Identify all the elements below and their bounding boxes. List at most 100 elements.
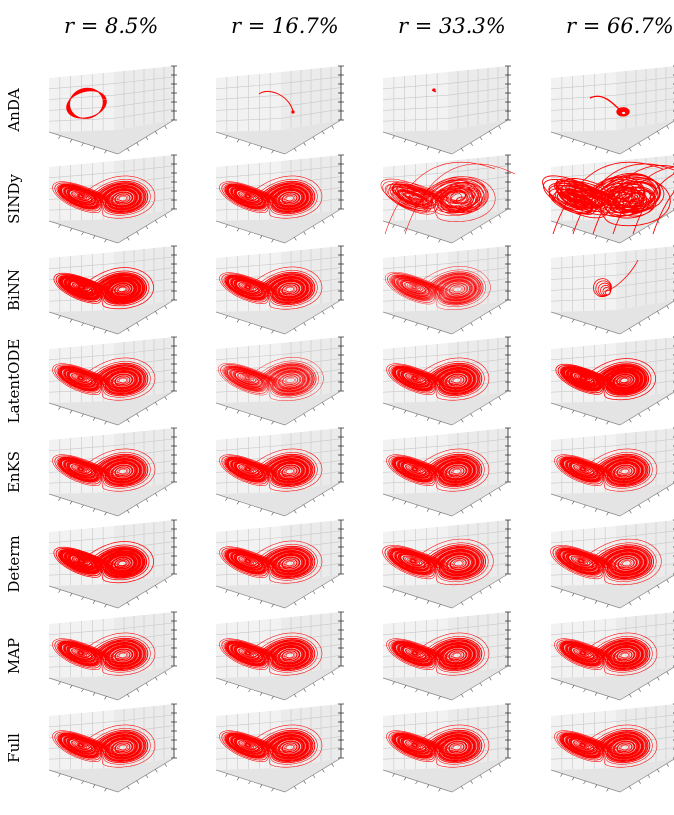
- tick: [479, 498, 483, 503]
- panel-latentode-0: [48, 336, 177, 426]
- tick: [392, 773, 395, 777]
- tick: [69, 777, 73, 781]
- tick: [392, 224, 395, 228]
- tick: [236, 139, 240, 143]
- tick: [164, 487, 167, 491]
- pane: [383, 574, 508, 608]
- panel-binn-0: [48, 245, 177, 335]
- tick: [438, 150, 441, 154]
- tick: [392, 406, 395, 410]
- tick: [271, 696, 274, 700]
- column-title: r = 8.5%: [64, 14, 158, 38]
- tick: [647, 774, 651, 779]
- trajectory: [550, 538, 662, 586]
- column-title: r = 33.3%: [398, 14, 506, 38]
- tick: [470, 322, 473, 326]
- panel-determ-0: [48, 519, 177, 609]
- tick: [415, 780, 418, 785]
- tick: [155, 220, 158, 224]
- tick: [583, 780, 586, 785]
- tick: [479, 316, 483, 321]
- pane: [383, 391, 508, 425]
- tick: [259, 784, 263, 788]
- pane: [49, 391, 174, 425]
- tick: [331, 396, 334, 400]
- panel-full-0: [48, 703, 177, 793]
- tick: [426, 784, 430, 788]
- tick: [303, 688, 306, 692]
- tick: [461, 328, 464, 332]
- tick: [392, 681, 395, 685]
- pane: [383, 300, 508, 334]
- gridline: [215, 347, 342, 361]
- tick: [136, 504, 139, 508]
- tick: [58, 135, 61, 139]
- tick: [426, 235, 430, 239]
- tick: [271, 239, 274, 243]
- tick: [571, 228, 575, 232]
- tick: [403, 685, 407, 689]
- panel-sindy-0: [48, 154, 177, 244]
- tick: [638, 596, 641, 600]
- tick: [248, 780, 251, 785]
- panel-latentode-1: [215, 336, 344, 426]
- gridline: [382, 347, 509, 361]
- panel-anda-2: [382, 65, 511, 155]
- trajectory: [380, 162, 516, 235]
- panel-map-1: [215, 611, 344, 701]
- tick: [647, 682, 651, 687]
- tick: [259, 235, 263, 239]
- tick: [248, 322, 251, 327]
- tick: [403, 228, 407, 232]
- tick: [248, 413, 251, 418]
- tick: [259, 326, 263, 330]
- tick: [479, 682, 483, 687]
- tick: [489, 493, 492, 497]
- tick: [271, 512, 274, 516]
- tick: [583, 231, 586, 236]
- gridline: [48, 530, 175, 544]
- gridline: [550, 87, 674, 100]
- tick: [426, 600, 430, 604]
- trajectory: [66, 87, 107, 119]
- tick: [248, 142, 251, 147]
- tick: [259, 417, 263, 421]
- gridline: [48, 76, 175, 90]
- gridline: [382, 176, 509, 189]
- tick: [164, 396, 167, 400]
- tick: [498, 671, 501, 675]
- tick: [164, 763, 167, 767]
- tick: [136, 780, 139, 784]
- tick: [164, 671, 167, 675]
- tick: [81, 142, 84, 147]
- tick: [236, 319, 240, 323]
- pane: [49, 666, 174, 700]
- row-label: AnDA: [5, 88, 23, 133]
- tick: [461, 148, 464, 152]
- tick: [657, 585, 660, 589]
- trajectory: [52, 724, 156, 768]
- trajectory: [219, 540, 323, 584]
- panel-enks-1: [215, 427, 344, 517]
- tick: [312, 225, 316, 230]
- tick: [498, 214, 501, 218]
- tick: [629, 328, 632, 332]
- pane: [216, 391, 341, 425]
- tick: [438, 421, 441, 425]
- tick: [392, 135, 395, 139]
- tick: [294, 510, 297, 514]
- tick: [461, 786, 464, 790]
- tick: [303, 142, 306, 146]
- gridline: [550, 278, 674, 291]
- tick: [155, 402, 158, 406]
- tick: [303, 596, 306, 600]
- trajectory: [542, 161, 674, 235]
- tick: [164, 214, 167, 218]
- tick: [470, 231, 473, 235]
- tick: [312, 498, 316, 503]
- tick: [69, 139, 73, 143]
- gridline: [382, 108, 509, 122]
- gridline: [48, 256, 175, 270]
- tick: [81, 596, 84, 601]
